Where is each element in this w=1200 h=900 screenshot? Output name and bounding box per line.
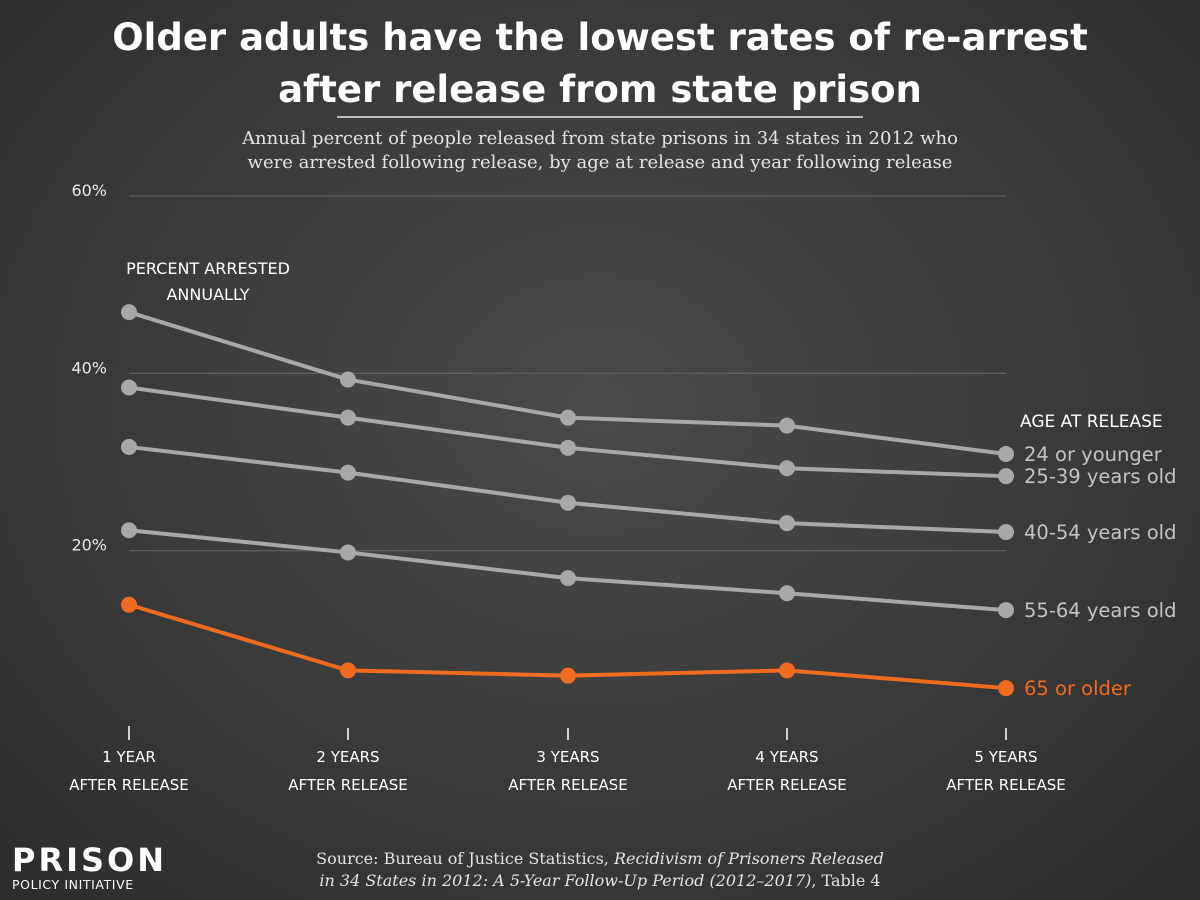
chart-subtitle-line-1: Annual percent of people released from s…: [242, 128, 958, 149]
series-1-point-4: [779, 417, 795, 434]
chart-title-line-2: after release from state prison: [278, 68, 922, 111]
logo-wordmark: PRISON: [12, 841, 168, 879]
series-2: [121, 379, 1014, 485]
source-title-line-2: in 34 States in 2012: A 5-Year Follow-Up…: [319, 871, 812, 890]
series-5: [121, 596, 1014, 697]
series-2-point-4: [779, 460, 795, 477]
x-tick-label-2-line-2: AFTER RELEASE: [288, 776, 407, 794]
chart-title: Older adults have the lowest rates of re…: [0, 12, 1200, 116]
series-4: [121, 522, 1014, 619]
x-tick-label-1-line-2: AFTER RELEASE: [69, 776, 188, 794]
x-tick-label-3-line-2: AFTER RELEASE: [508, 776, 627, 794]
series-4-point-4: [779, 585, 795, 602]
chart-subtitle-line-2: were arrested following release, by age …: [247, 152, 953, 173]
series-4-point-1: [121, 522, 137, 539]
series-3-point-2: [340, 464, 356, 481]
source-title-line-1: Recidivism of Prisoners Released: [613, 849, 884, 868]
legend-title: AGE AT RELEASE: [1020, 412, 1163, 432]
logo-subtitle: POLICY INITIATIVE: [12, 877, 134, 892]
series-1-point-5: [998, 446, 1014, 463]
y-tick-label-60: 60%: [71, 181, 107, 200]
series-5-point-3: [560, 667, 576, 684]
series-2-point-1: [121, 379, 137, 396]
series-2-point-2: [340, 409, 356, 426]
prison-policy-initiative-logo: PRISON POLICY INITIATIVE: [12, 843, 167, 892]
x-tick-label-5-line-2: AFTER RELEASE: [946, 776, 1065, 794]
series-3-point-5: [998, 524, 1014, 541]
series-label-3: 40-54 years old: [1024, 521, 1176, 544]
series-3-point-3: [560, 494, 576, 511]
series-label-4: 55-64 years old: [1024, 599, 1176, 622]
series-1-point-2: [340, 371, 356, 388]
series-5-point-5: [998, 680, 1014, 697]
series-3: [121, 438, 1014, 541]
chart-title-line-1: Older adults have the lowest rates of re…: [112, 16, 1088, 59]
series-2-point-3: [560, 439, 576, 456]
series-label-2: 25-39 years old: [1024, 465, 1176, 488]
grid-layer: [129, 195, 1006, 552]
title-underline: [337, 116, 863, 118]
series-line-3: [127, 444, 1008, 535]
series-3-point-4: [779, 515, 795, 532]
source-suffix: , Table 4: [811, 871, 881, 890]
series-label-5: 65 or older: [1024, 677, 1132, 700]
series-5-point-1: [121, 596, 137, 613]
x-tick-label-3-line-1: 3 YEARS: [536, 748, 599, 766]
y-axis-annotation-line-1: PERCENT ARRESTED: [126, 259, 290, 278]
x-tick-label-5-line-1: 5 YEARS: [974, 748, 1037, 766]
series-1-point-3: [560, 409, 576, 426]
series-layer: [121, 304, 1014, 697]
series-3-point-1: [121, 438, 137, 455]
x-tick-label-2-line-1: 2 YEARS: [316, 748, 379, 766]
series-4-point-5: [998, 602, 1014, 619]
y-tick-label-20: 20%: [71, 536, 107, 555]
axis-layer: [128, 726, 1007, 740]
x-tick-label-4-line-2: AFTER RELEASE: [727, 776, 846, 794]
series-1-point-1: [121, 304, 137, 321]
series-label-1: 24 or younger: [1024, 443, 1163, 466]
series-4-point-3: [560, 570, 576, 587]
x-tick-label-4-line-1: 4 YEARS: [755, 748, 818, 766]
series-4-point-2: [340, 544, 356, 561]
series-5-point-2: [340, 662, 356, 679]
y-tick-label-40: 40%: [71, 358, 107, 377]
label-layer: 20% 40% 60% 1 YEAR AFTER RELEASE 2 YEARS AFTER…: [69, 181, 1176, 794]
chart-subtitle: Annual percent of people released from s…: [0, 127, 1200, 175]
series-2-point-5: [998, 468, 1014, 485]
x-tick-label-1-line-1: 1 YEAR: [102, 748, 156, 766]
source-note: Source: Bureau of Justice Statistics, Re…: [250, 848, 950, 892]
series-1: [121, 304, 1014, 463]
y-axis-annotation-line-2: ANNUALLY: [166, 285, 249, 304]
series-5-point-4: [779, 662, 795, 679]
source-prefix: Source: Bureau of Justice Statistics,: [316, 849, 614, 868]
series-line-1: [127, 310, 1008, 457]
